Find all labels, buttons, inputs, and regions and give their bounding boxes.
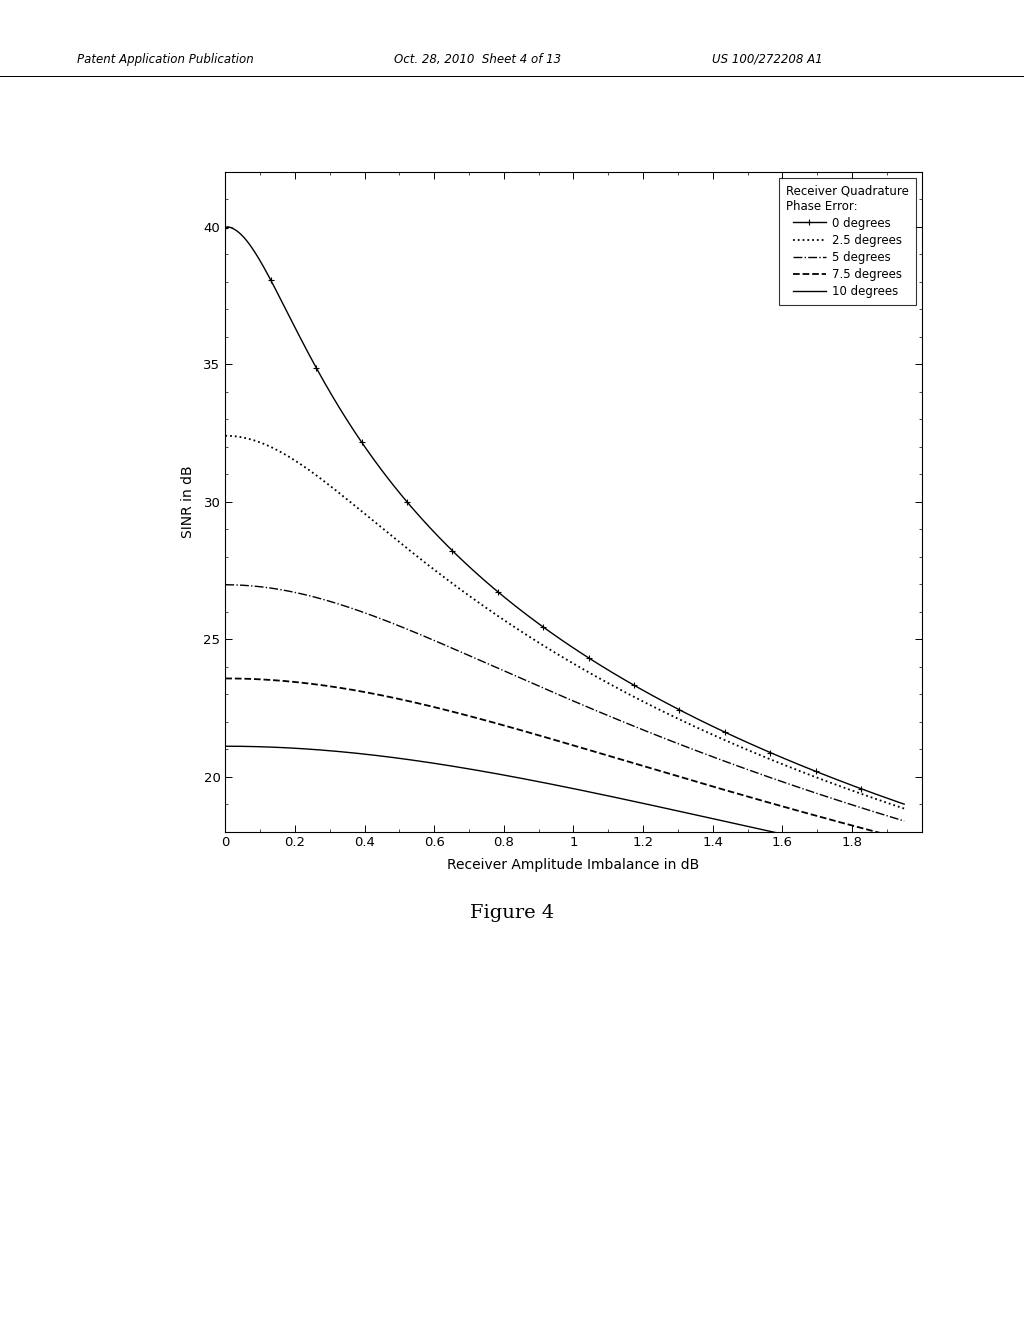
10 degrees	[621, 792, 633, 808]
2.5 degrees	[219, 428, 231, 444]
2.5 degrees	[835, 779, 847, 795]
2.5 degrees	[221, 428, 233, 444]
10 degrees	[635, 795, 647, 810]
0 degrees	[837, 774, 849, 789]
2.5 degrees	[624, 686, 636, 702]
Line: 2.5 degrees: 2.5 degrees	[225, 436, 904, 809]
7.5 degrees	[621, 754, 633, 770]
2.5 degrees	[635, 693, 647, 709]
7.5 degrees	[635, 758, 647, 774]
0 degrees	[637, 682, 649, 698]
0 degrees	[221, 219, 233, 235]
Text: Oct. 28, 2010  Sheet 4 of 13: Oct. 28, 2010 Sheet 4 of 13	[394, 53, 561, 66]
5 degrees	[898, 813, 910, 829]
7.5 degrees	[624, 754, 636, 770]
7.5 degrees	[221, 671, 233, 686]
10 degrees	[835, 840, 847, 855]
10 degrees	[792, 829, 804, 845]
7.5 degrees	[792, 803, 804, 818]
10 degrees	[898, 853, 910, 869]
10 degrees	[221, 738, 233, 754]
Line: 10 degrees: 10 degrees	[225, 746, 904, 861]
5 degrees	[221, 577, 233, 593]
2.5 degrees	[792, 762, 804, 777]
0 degrees	[219, 220, 231, 236]
0 degrees	[624, 675, 636, 690]
2.5 degrees	[621, 685, 633, 701]
5 degrees	[621, 715, 633, 731]
7.5 degrees	[835, 814, 847, 830]
7.5 degrees	[219, 671, 231, 686]
5 degrees	[219, 577, 231, 593]
0 degrees	[898, 796, 910, 812]
10 degrees	[219, 738, 231, 754]
5 degrees	[792, 779, 804, 795]
7.5 degrees	[898, 832, 910, 847]
Text: US 100/272208 A1: US 100/272208 A1	[712, 53, 822, 66]
5 degrees	[635, 721, 647, 737]
Y-axis label: SINR in dB: SINR in dB	[181, 465, 196, 539]
Line: 0 degrees: 0 degrees	[222, 224, 907, 807]
Text: Figure 4: Figure 4	[470, 904, 554, 923]
0 degrees	[626, 676, 638, 692]
5 degrees	[835, 793, 847, 809]
0 degrees	[794, 756, 806, 772]
Legend: 0 degrees, 2.5 degrees, 5 degrees, 7.5 degrees, 10 degrees: 0 degrees, 2.5 degrees, 5 degrees, 7.5 d…	[778, 177, 915, 305]
X-axis label: Receiver Amplitude Imbalance in dB: Receiver Amplitude Imbalance in dB	[447, 858, 699, 871]
Line: 7.5 degrees: 7.5 degrees	[225, 678, 904, 840]
0 degrees	[223, 219, 236, 235]
Line: 5 degrees: 5 degrees	[225, 585, 904, 821]
Text: Patent Application Publication: Patent Application Publication	[77, 53, 254, 66]
2.5 degrees	[898, 801, 910, 817]
10 degrees	[624, 792, 636, 808]
5 degrees	[624, 717, 636, 733]
